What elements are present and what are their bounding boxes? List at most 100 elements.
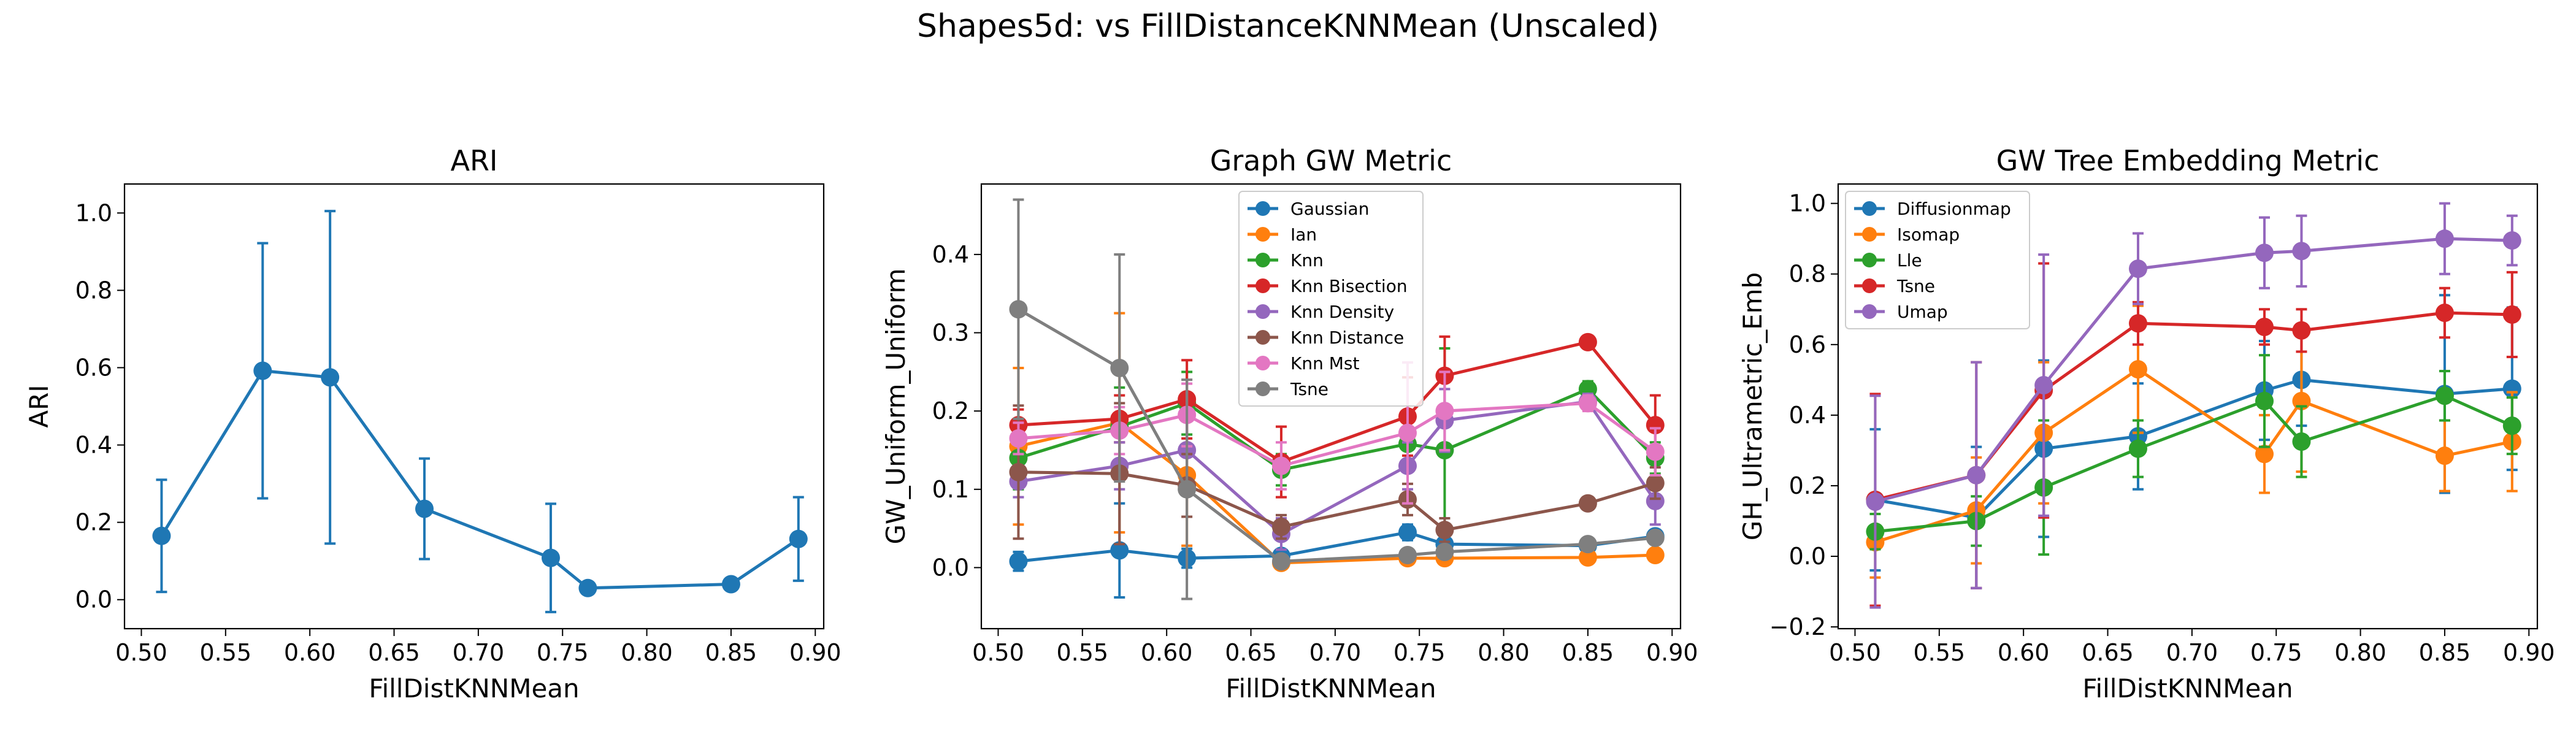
legend-swatch-marker — [1862, 253, 1877, 267]
data-point — [2255, 318, 2274, 337]
legend-swatch-marker — [1255, 253, 1270, 267]
data-point — [1271, 456, 1290, 475]
data-point — [2128, 439, 2147, 458]
legend-label: Ian — [1290, 224, 1317, 245]
data-point — [721, 575, 740, 594]
series-knn-mst — [1009, 361, 1665, 505]
series-line — [1874, 237, 2512, 504]
x-axis-label: FillDistKNNMean — [1225, 673, 1436, 703]
y-tick-label: 0.6 — [75, 354, 112, 381]
y-axis-label: GW_Uniform_Uniform — [881, 269, 911, 545]
legend-swatch-marker — [1255, 381, 1270, 396]
axes-frame — [980, 183, 1682, 630]
legend-swatch-marker — [1862, 201, 1877, 216]
data-point — [1398, 523, 1417, 542]
x-tick-label: 0.75 — [537, 639, 589, 666]
series-umap — [1866, 202, 2521, 609]
x-tick-label: 0.80 — [621, 639, 673, 666]
data-point — [2255, 445, 2274, 464]
chart-graph-gw-metric: Graph GW Metric 0.50 0.55 0.60 0.65 0.70 0.75 0… — [881, 144, 1698, 703]
legend-swatch-marker — [1255, 227, 1270, 242]
legend-box — [1238, 191, 1424, 407]
y-tick-label: 1.0 — [75, 199, 112, 226]
legend-label: Knn — [1290, 250, 1324, 270]
legend-swatch-marker — [1255, 304, 1270, 319]
x-tick-label: 0.70 — [1309, 639, 1362, 666]
y-axis-label: ARI — [24, 385, 54, 427]
y-tick-label: 0.3 — [932, 320, 969, 347]
legend-swatch-marker — [1255, 278, 1270, 293]
y-tick-label: 0.2 — [932, 397, 969, 424]
data-point — [1646, 546, 1665, 565]
legend-label: Knn Density — [1290, 302, 1394, 322]
x-tick-label: 0.85 — [705, 639, 757, 666]
x-tick-label: 0.70 — [2166, 639, 2218, 666]
y-tick-label: 1.0 — [1789, 190, 1826, 217]
chart-title: GW Tree Embedding Metric — [1996, 144, 2380, 177]
data-point — [1646, 473, 1665, 493]
x-tick-label: 0.80 — [1478, 639, 1530, 666]
legend-label: Umap — [1897, 302, 1948, 322]
data-point — [1435, 542, 1454, 561]
x-tick-label: 0.50 — [115, 639, 167, 666]
legend-label: Knn Distance — [1290, 328, 1404, 348]
data-point — [1398, 423, 1417, 442]
legend-label: Gaussian — [1290, 199, 1369, 219]
legend-swatch-marker — [1862, 278, 1877, 293]
legend-label: Isomap — [1897, 224, 1960, 245]
y-tick-label: 0.2 — [75, 509, 112, 536]
x-tick-label: 0.55 — [1914, 639, 1966, 666]
data-point — [1646, 416, 1665, 435]
x-tick-label: 0.80 — [2334, 639, 2386, 666]
data-point — [1009, 552, 1028, 571]
data-point — [2435, 229, 2454, 248]
data-point — [1866, 492, 1885, 511]
legend-label: Lle — [1897, 250, 1922, 270]
data-point — [1398, 546, 1417, 565]
legend: Gaussian Ian Knn Knn Bisection Knn Density Kn… — [1238, 191, 1424, 407]
series-line — [160, 369, 800, 590]
y-tick-label: 0.4 — [932, 241, 969, 268]
x-tick-label: 0.50 — [1829, 639, 1881, 666]
series-0 — [152, 210, 808, 613]
y-tick-label: 0.8 — [1789, 261, 1826, 288]
data-point — [1578, 494, 1597, 513]
chart-title: Graph GW Metric — [1210, 144, 1452, 177]
x-tick-label: 0.65 — [2082, 639, 2134, 666]
legend-swatch-marker — [1862, 227, 1877, 242]
data-point — [578, 578, 597, 597]
data-point — [1009, 462, 1028, 481]
series-line — [1018, 401, 1657, 468]
x-tick-label: 0.90 — [2503, 639, 2555, 666]
x-tick-label: 0.55 — [200, 639, 252, 666]
data-point — [1271, 552, 1290, 571]
legend-swatch-marker — [1255, 356, 1270, 370]
series-line — [1874, 367, 2513, 544]
data-point — [2128, 314, 2147, 333]
legend-box — [1845, 191, 2030, 329]
data-point — [1271, 518, 1290, 537]
y-tick-label: 0.1 — [932, 476, 969, 503]
series-tsne — [1009, 198, 1665, 600]
series-lle — [1866, 354, 2521, 556]
legend-label: Knn Bisection — [1290, 276, 1408, 296]
legend: Diffusionmap Isomap Lle Tsne Umap — [1845, 191, 2030, 329]
x-tick-label: 0.60 — [1998, 639, 2050, 666]
data-point — [1578, 394, 1597, 413]
x-axis-label: FillDistKNNMean — [2082, 673, 2293, 703]
x-tick-label: 0.65 — [1225, 639, 1277, 666]
legend-swatch-marker — [1862, 304, 1877, 319]
data-point — [2292, 321, 2311, 340]
data-point — [2502, 231, 2521, 250]
data-point — [1009, 300, 1028, 319]
data-point — [1110, 358, 1129, 377]
data-point — [2292, 242, 2311, 261]
data-point — [541, 548, 560, 567]
data-point — [415, 499, 434, 518]
axes-frame — [123, 183, 825, 630]
x-tick-label: 0.65 — [368, 639, 420, 666]
data-point — [1178, 480, 1197, 499]
data-point — [152, 526, 171, 545]
data-point — [2292, 432, 2311, 451]
